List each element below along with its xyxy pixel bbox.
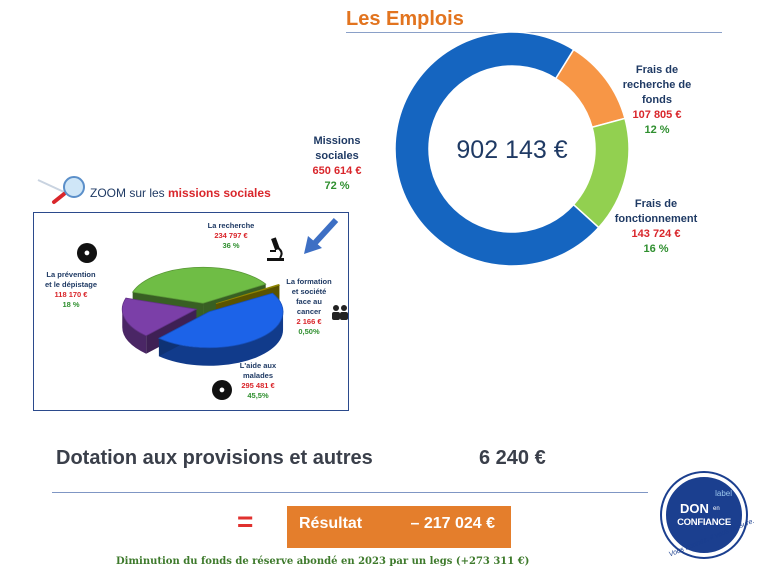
label-line: sociales (315, 150, 359, 162)
label-line: et le dépistage (44, 280, 98, 289)
dotation-label: Dotation aux provisions et autres (56, 447, 373, 469)
label-line: face au (296, 297, 322, 306)
donut-center-total: 902 143 € (456, 136, 567, 164)
pie-slice (158, 292, 284, 349)
donut-slice (394, 32, 600, 267)
amount: 107 805 € (632, 109, 682, 121)
prevention-runner-icon: ● (77, 243, 97, 263)
label-line: Frais de (635, 64, 679, 76)
pie-slice (215, 284, 281, 304)
percent: 12 % (644, 124, 670, 136)
don-en-confiance-logo: label DON en CONFIANCE (662, 473, 746, 557)
amount: 234 797 € (214, 231, 248, 240)
badge-line2: CONFIANCE (677, 517, 731, 528)
pie-slice (121, 297, 198, 337)
page-title: Les Emplois (346, 8, 464, 30)
amount: 650 614 € (312, 165, 362, 177)
label-line: La recherche (207, 221, 255, 230)
label-line: malades (242, 371, 274, 380)
label-line: Missions (313, 135, 361, 147)
percent: 16 % (643, 243, 669, 255)
patients-icon: ● (212, 380, 232, 400)
pie-slice-side (122, 309, 147, 354)
missions-3d-pie (121, 266, 284, 366)
label-line: L'aide aux (239, 361, 277, 370)
pie-label-prevention: La prévention et le dépistage 118 170 € … (38, 270, 104, 310)
amount: 118 170 € (54, 290, 88, 299)
label-line: recherche de (622, 79, 692, 91)
result-label: Résultat (299, 515, 363, 532)
separator (52, 492, 648, 493)
pie-label-recherche: La recherche 234 797 € 36 % (196, 221, 266, 251)
percent: 18 % (62, 300, 80, 309)
equals-sign: = (237, 506, 254, 537)
amount: 143 724 € (631, 228, 681, 240)
zoom-prefix: ZOOM sur les (90, 186, 169, 200)
zoom-highlight: missions sociales (168, 186, 271, 200)
donut-chart: 902 143 € (394, 32, 630, 267)
badge-mini: en (713, 506, 720, 512)
badge-small: label (715, 489, 732, 498)
zoom-title: ZOOM sur les missions sociales (90, 186, 271, 200)
label-frais-recherche-fonds: Frais de recherche de fonds 107 805 € 12… (612, 63, 702, 138)
pie-label-aide: L'aide aux malades 295 481 € 45,5% (226, 361, 290, 401)
label-line: fonds (642, 94, 672, 106)
magnifier-icon (37, 176, 85, 204)
label-missions-sociales: Missions sociales 650 614 € 72 % (300, 134, 374, 194)
percent: 36 % (222, 241, 240, 250)
label-line: La prévention (46, 270, 96, 279)
badge-line1: DON (680, 501, 709, 516)
percent: 0,50% (298, 327, 320, 336)
pie-slice-side (158, 311, 284, 366)
result-box: Résultat – 217 024 € (287, 506, 511, 548)
result-value: – 217 024 € (410, 515, 495, 532)
dotation-value: 6 240 € (479, 447, 546, 469)
label-line: cancer (296, 307, 322, 316)
label-line: La formation (286, 277, 332, 286)
footnote: Diminution du fonds de réserve abondé en… (116, 556, 530, 567)
zoom-box (33, 212, 349, 411)
label-line: Frais de (634, 198, 678, 210)
title-underline (346, 32, 722, 33)
arrow-down-left-icon (304, 217, 339, 254)
amount: 2 166 € (296, 317, 322, 326)
label-frais-fonctionnement: Frais de fonctionnement 143 724 € 16 % (608, 197, 704, 257)
label-line: fonctionnement (614, 213, 698, 225)
amount: 295 481 € (241, 381, 275, 390)
percent: 45,5% (247, 391, 269, 400)
label-line: et société (291, 287, 327, 296)
people-icon (332, 305, 348, 320)
microscope-icon (267, 237, 284, 261)
percent: 72 % (324, 180, 350, 192)
pie-label-formation: La formation et société face au cancer 2… (282, 277, 336, 337)
pie-slice (131, 266, 267, 304)
